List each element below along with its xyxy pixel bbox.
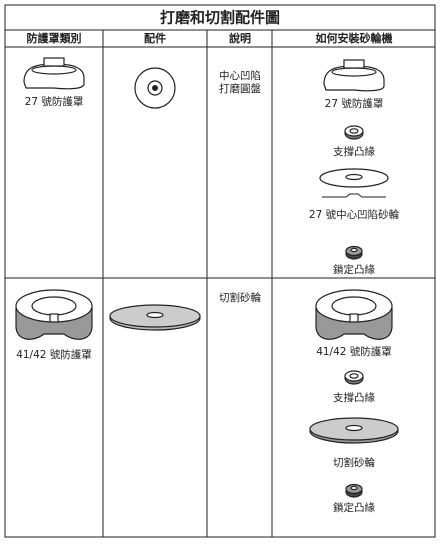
cutting-disc-icon (109, 304, 201, 331)
header: 說明 (229, 31, 251, 45)
flange-icon (344, 370, 364, 385)
cutting-disc-icon (309, 417, 399, 444)
install-step: 鎖定凸緣 (333, 263, 375, 276)
install-step: 鎖定凸緣 (333, 501, 375, 514)
description: 打磨圓盤 (219, 82, 261, 95)
guard-icon (23, 57, 85, 90)
header: 防護罩類別 (27, 31, 82, 45)
install-step: 支撐凸緣 (333, 145, 375, 158)
flange-icon (344, 125, 364, 140)
lock-flange-icon (345, 245, 363, 260)
guard-label: 27 號防護罩 (25, 95, 84, 108)
guard-label: 41/42 號防護罩 (16, 348, 92, 361)
install-step: 41/42 號防護罩 (316, 345, 392, 358)
guard-icon (315, 289, 393, 340)
lock-flange-icon (345, 483, 363, 498)
depressed-disc-icon (319, 168, 389, 198)
guard-icon (15, 289, 93, 340)
install-step: 27 號防護罩 (325, 97, 384, 110)
header: 如何安裝砂輪機 (316, 31, 393, 45)
install-step: 支撐凸緣 (333, 391, 375, 404)
install-step: 27 號中心凹陷砂輪 (309, 208, 400, 221)
table-border (4, 4, 436, 538)
title: 打磨和切割配件圖 (160, 9, 280, 27)
header: 配件 (144, 31, 166, 45)
description: 中心凹陷 (219, 69, 261, 82)
description: 切割砂輪 (219, 291, 261, 304)
grinding-disc-icon (134, 67, 176, 109)
guard-icon (323, 59, 385, 92)
install-step: 切割砂輪 (333, 456, 375, 469)
